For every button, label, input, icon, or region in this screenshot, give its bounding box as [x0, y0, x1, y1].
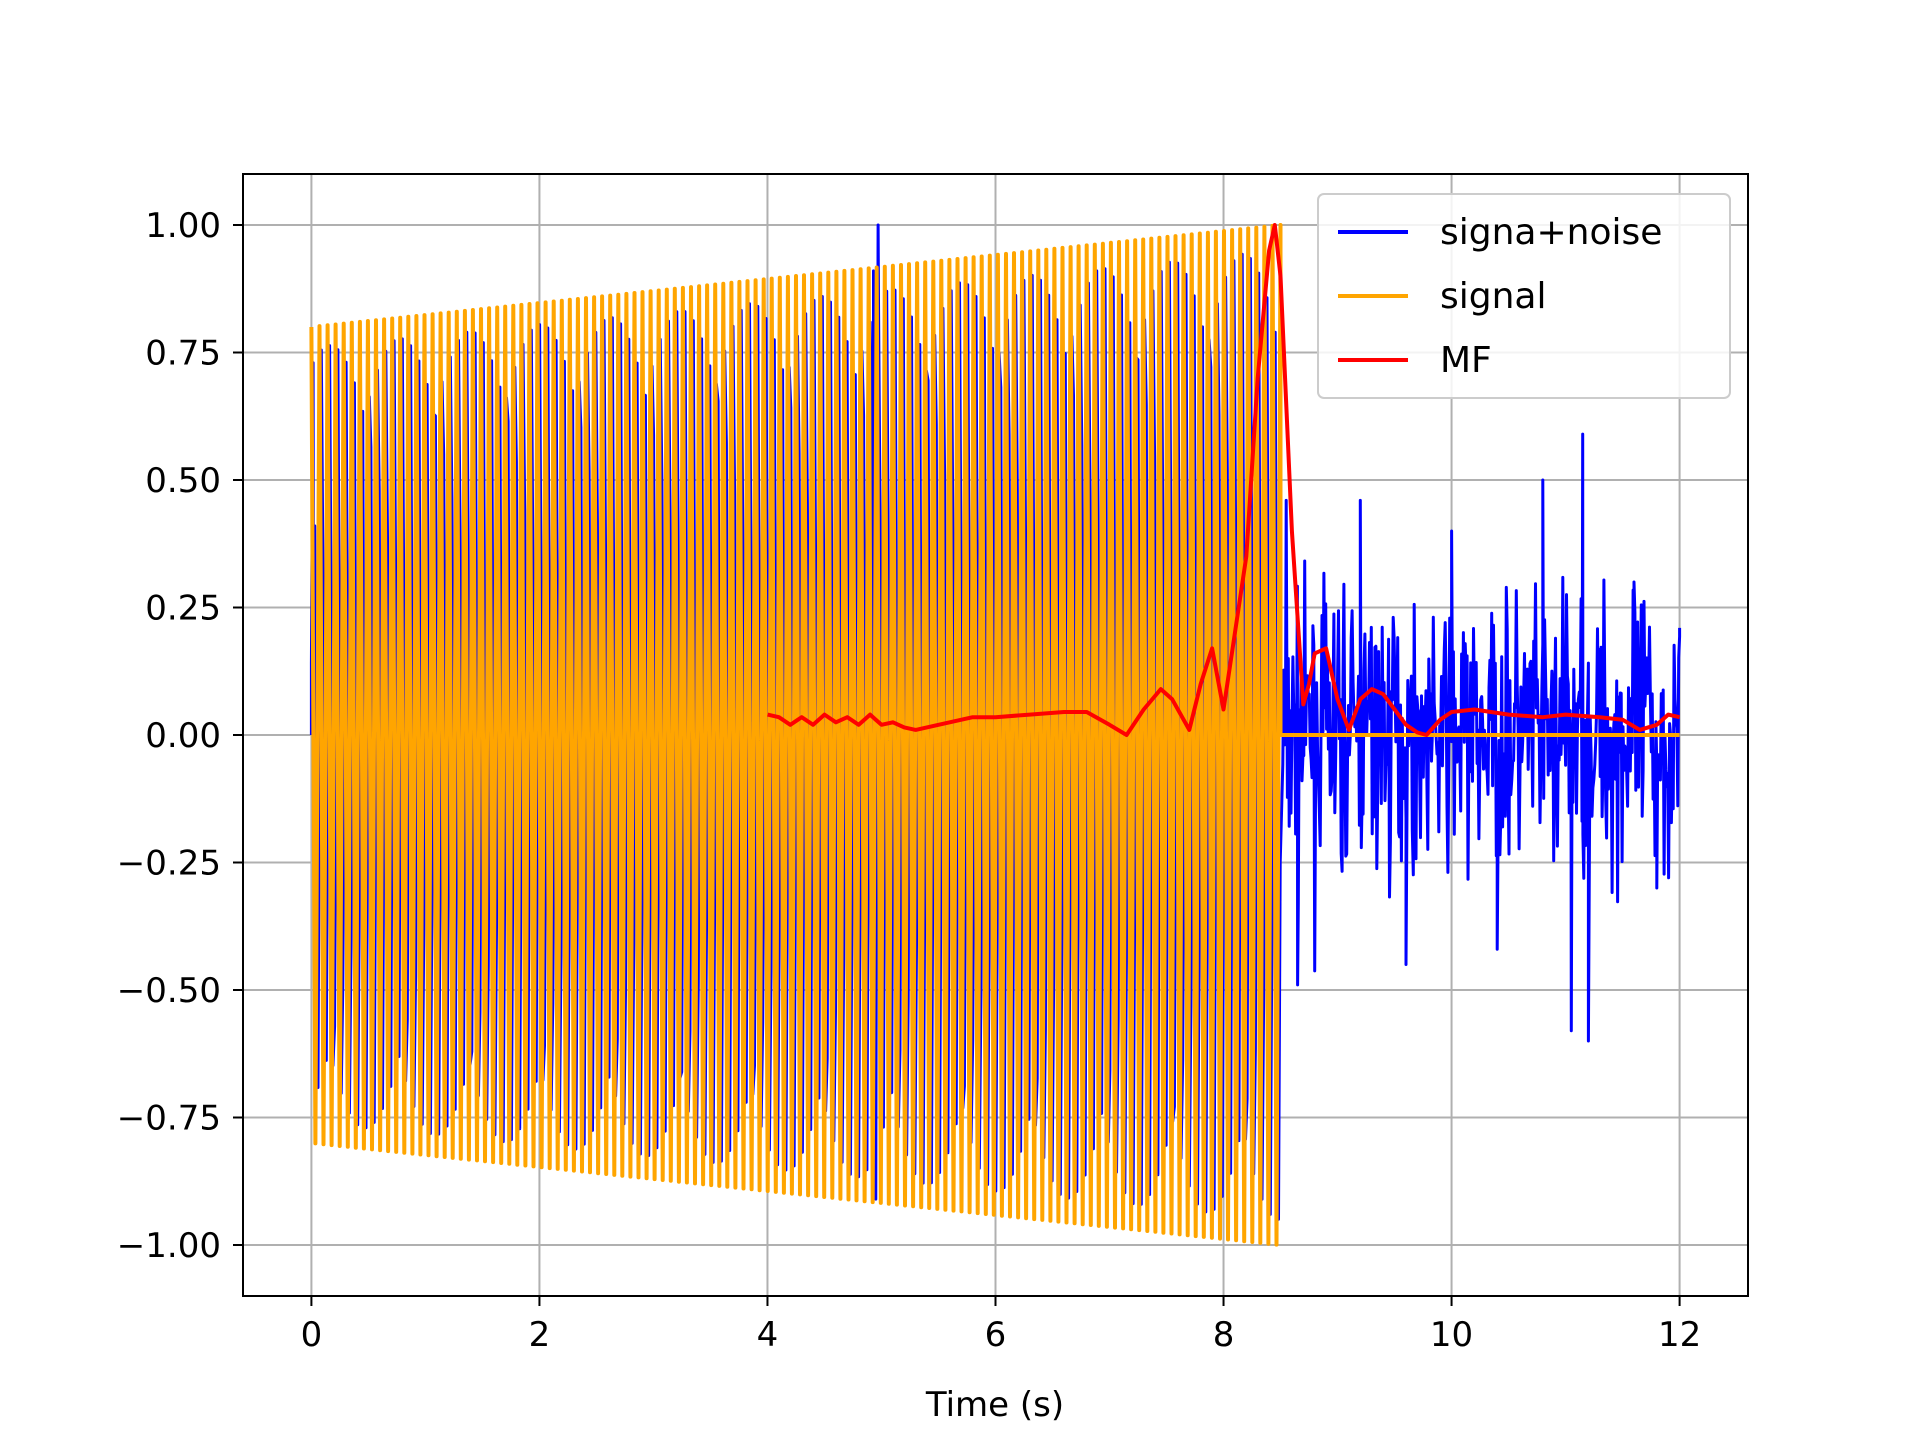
series-layer	[309, 223, 1682, 1247]
x-tick-label: 10	[1430, 1315, 1473, 1355]
y-tick-label: −0.25	[117, 844, 221, 884]
y-tick-label: 0.25	[145, 589, 221, 629]
y-tick-label: 0.00	[145, 716, 221, 756]
x-axis-label: Time (s)	[925, 1385, 1064, 1425]
x-tick-label: 0	[301, 1315, 323, 1355]
y-tick-label: −0.50	[117, 971, 221, 1011]
y-tick-label: 1.00	[145, 206, 221, 246]
x-tick-label: 2	[529, 1315, 551, 1355]
legend-box	[1317, 193, 1731, 399]
x-tick-label: 4	[757, 1315, 779, 1355]
x-axis: 0 2 4 6 8 10 12	[301, 1296, 1701, 1355]
series-line-mf	[767, 223, 1681, 737]
y-tick-label: −1.00	[117, 1226, 221, 1266]
series-line-signal	[309, 223, 1680, 1247]
y-axis: 1.00 0.75 0.50 0.25 0.00 −0.25 −0.50 −0.75 −1.00	[117, 206, 243, 1266]
y-tick-label: −0.75	[117, 1099, 221, 1139]
x-tick-label: 8	[1213, 1315, 1235, 1355]
y-tick-label: 0.75	[145, 334, 221, 374]
legend-label: MF	[1440, 340, 1492, 381]
x-tick-label: 6	[985, 1315, 1007, 1355]
y-tick-label: 0.50	[145, 461, 221, 501]
legend-label: signal	[1440, 276, 1547, 317]
legend: signa+noise signal MF	[1317, 193, 1731, 399]
x-tick-label: 12	[1658, 1315, 1701, 1355]
legend-label: signa+noise	[1440, 212, 1662, 253]
